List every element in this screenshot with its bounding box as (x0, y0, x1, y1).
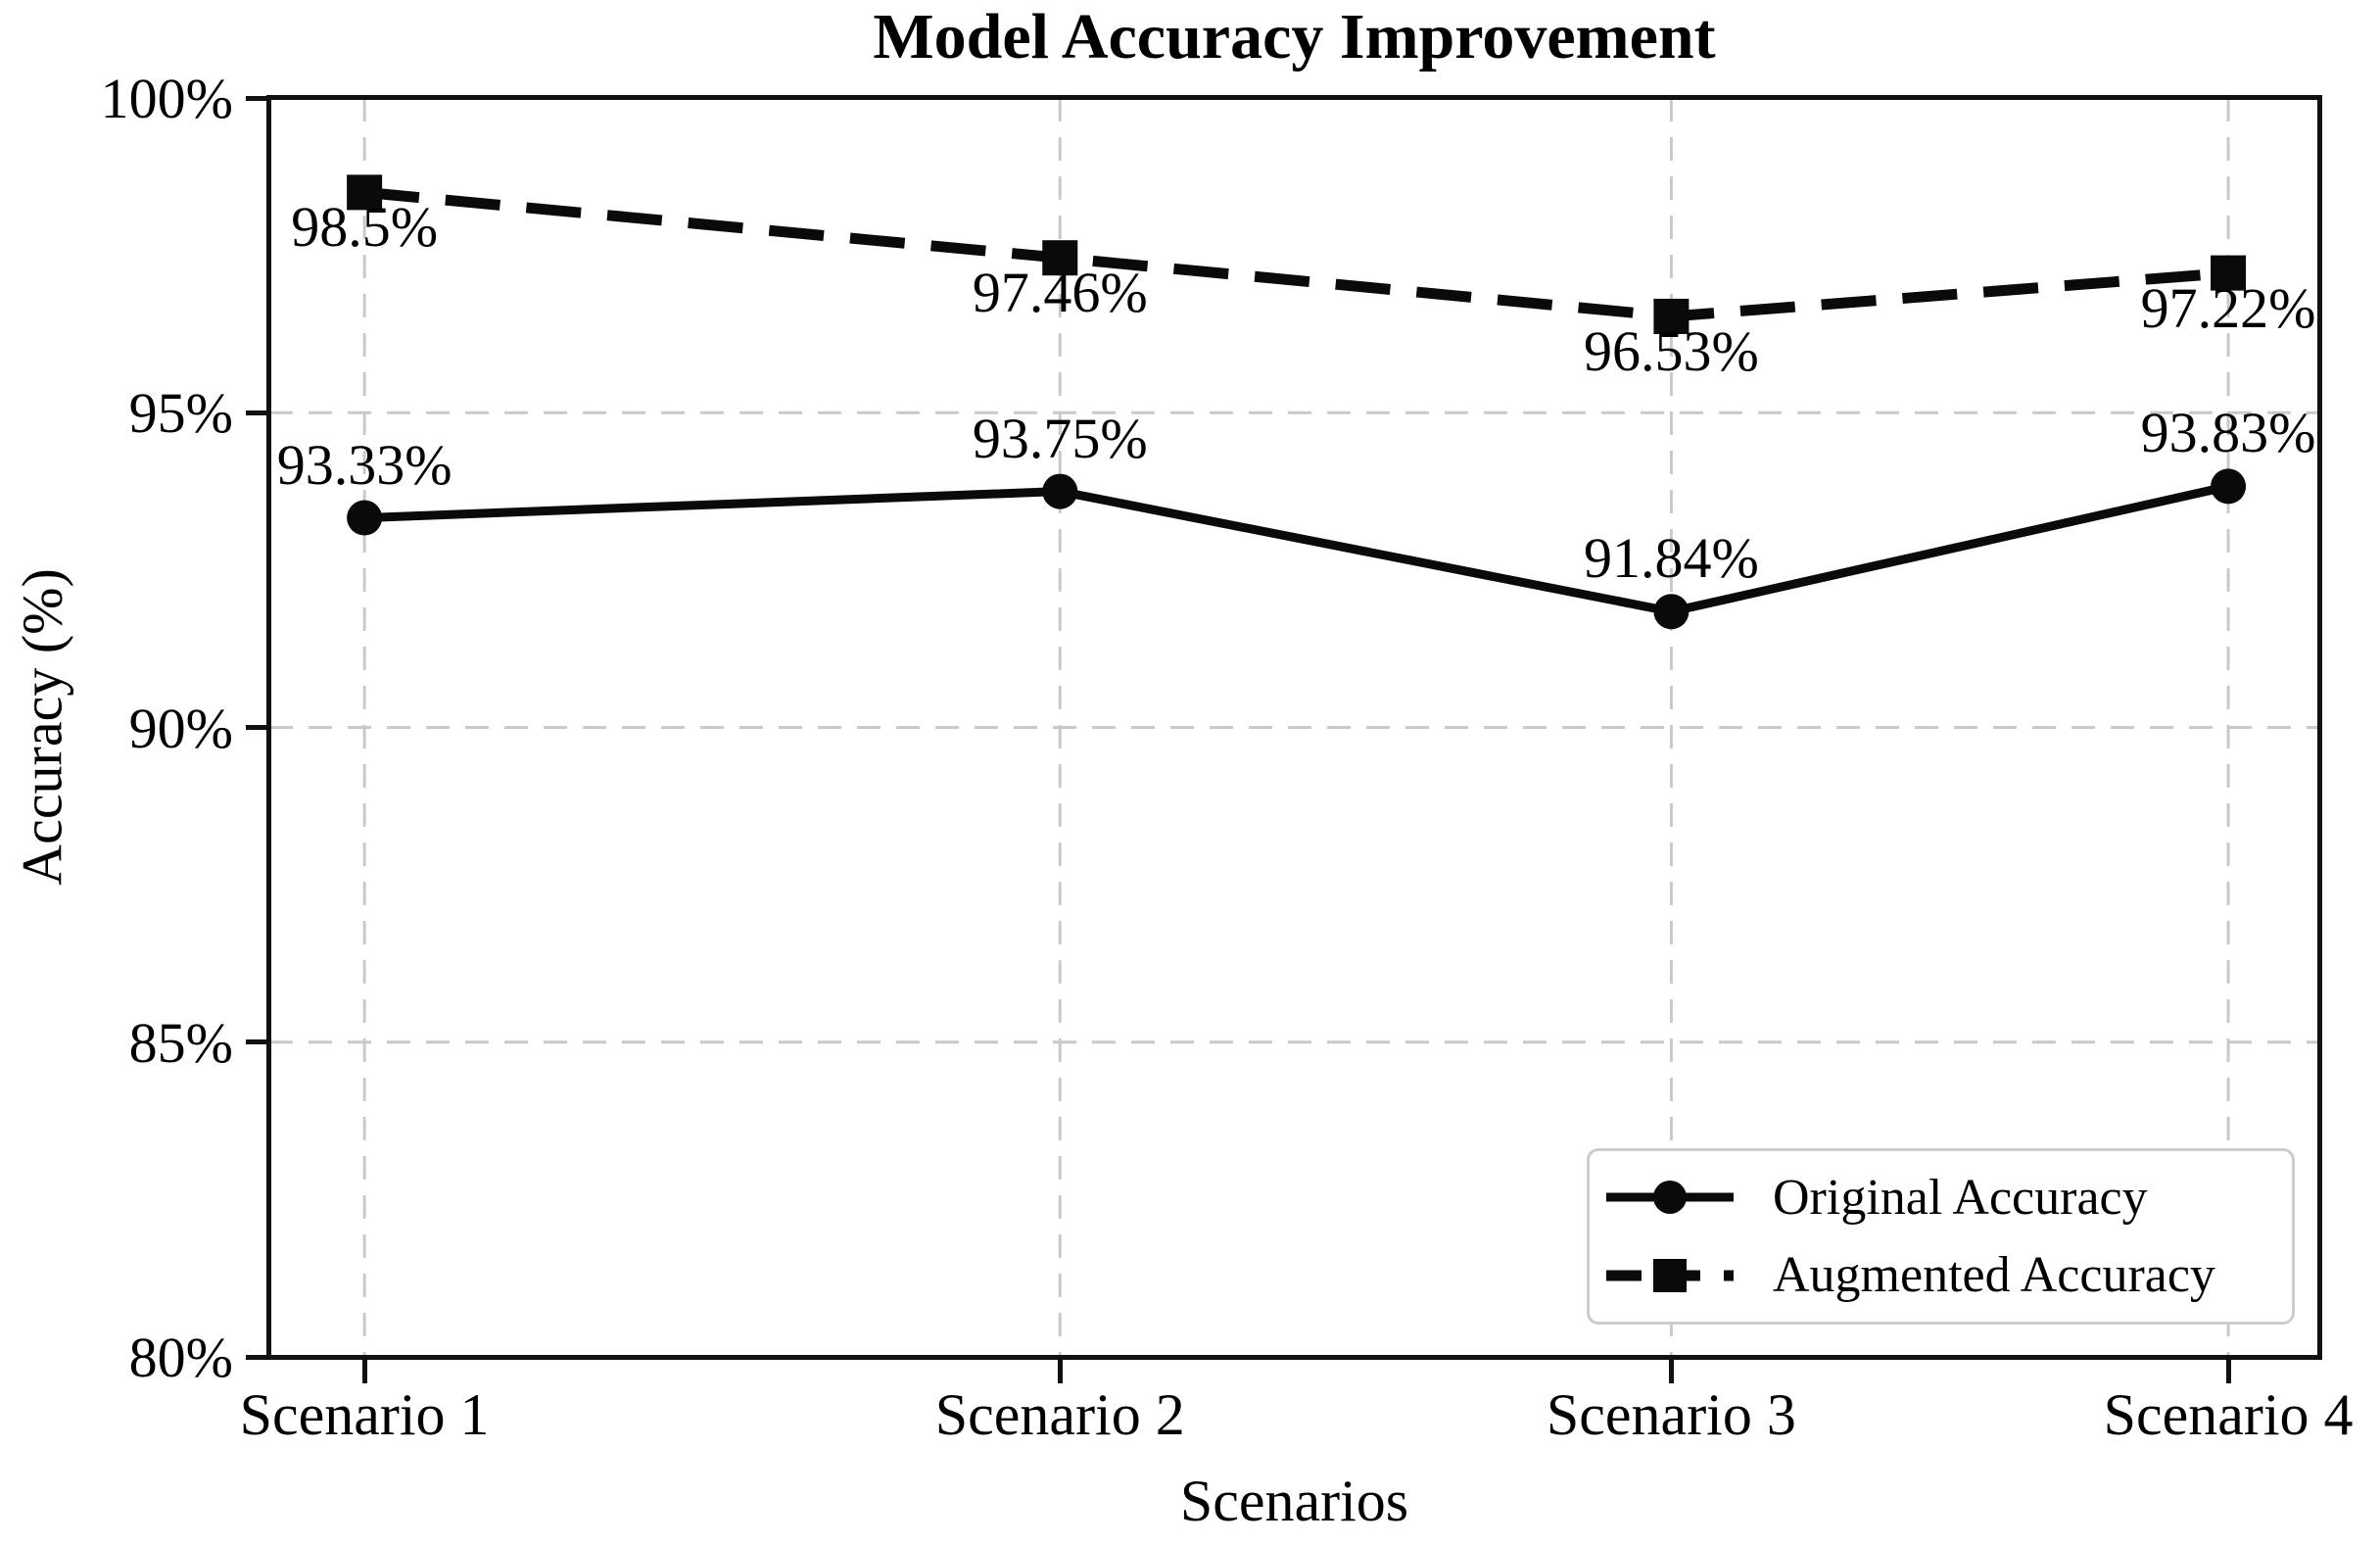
data-point-marker-circle (2211, 468, 2247, 505)
y-tick (246, 1039, 269, 1045)
legend-sample-dashed-line-square-icon (1606, 1258, 1734, 1292)
data-point-label: 98.5% (291, 195, 439, 260)
x-tick (1057, 1357, 1063, 1383)
y-tick-label: 95% (128, 381, 233, 446)
series-line-augmented-accuracy (363, 186, 2229, 322)
chart-title: Model Accuracy Improvement (873, 1, 1716, 72)
y-tick-label: 80% (128, 1326, 233, 1389)
legend-item-original-accuracy: Original Accuracy (1606, 1166, 2292, 1229)
y-tick-label: 100% (100, 67, 233, 130)
data-point-marker-circle (1653, 594, 1690, 630)
data-point-marker-square (1653, 298, 1690, 334)
data-point-label: 91.84% (1583, 526, 1759, 591)
legend: Original Accuracy Augmented Accuracy (1587, 1148, 2295, 1325)
data-point-label: 93.75% (972, 406, 1148, 470)
legend-label-augmented-accuracy: Augmented Accuracy (1773, 1247, 2215, 1304)
x-axis-title: Scenarios (1179, 1469, 1409, 1533)
data-point-marker-square (1042, 240, 1078, 276)
series-plot-svg (269, 98, 2319, 1357)
y-tick-label: 90% (128, 696, 233, 760)
x-tick-label-3: Scenario 3 (1546, 1382, 1796, 1447)
data-point-label: 96.53% (1583, 318, 1759, 383)
legend-item-augmented-accuracy: Augmented Accuracy (1606, 1244, 2292, 1307)
y-tick (246, 410, 269, 415)
data-point-label: 97.22% (2140, 275, 2316, 340)
y-tick-label: 85% (128, 1010, 233, 1075)
x-tick-label-1: Scenario 1 (239, 1382, 490, 1447)
y-tick (246, 725, 269, 730)
x-tick-label-4: Scenario 4 (2103, 1382, 2354, 1447)
y-tick (246, 1354, 269, 1360)
data-point-marker-circle (1042, 473, 1078, 509)
data-point-marker-square (347, 174, 383, 211)
data-point-label: 93.83% (2140, 401, 2316, 465)
data-point-label: 97.46% (972, 261, 1148, 325)
legend-sample-solid-line-circle-icon (1606, 1181, 1734, 1215)
y-tick (246, 95, 269, 101)
data-point-marker-square (2211, 255, 2247, 291)
series-line-original-accuracy (363, 482, 2230, 616)
x-tick (2225, 1357, 2231, 1383)
data-point-marker-circle (347, 500, 383, 536)
x-tick (1668, 1357, 1674, 1383)
legend-label-original-accuracy: Original Accuracy (1773, 1169, 2148, 1226)
x-tick-label-2: Scenario 2 (934, 1382, 1185, 1447)
x-tick (361, 1357, 367, 1383)
data-point-label: 93.33% (276, 432, 452, 497)
y-axis-title: Accuracy (%) (10, 568, 74, 886)
